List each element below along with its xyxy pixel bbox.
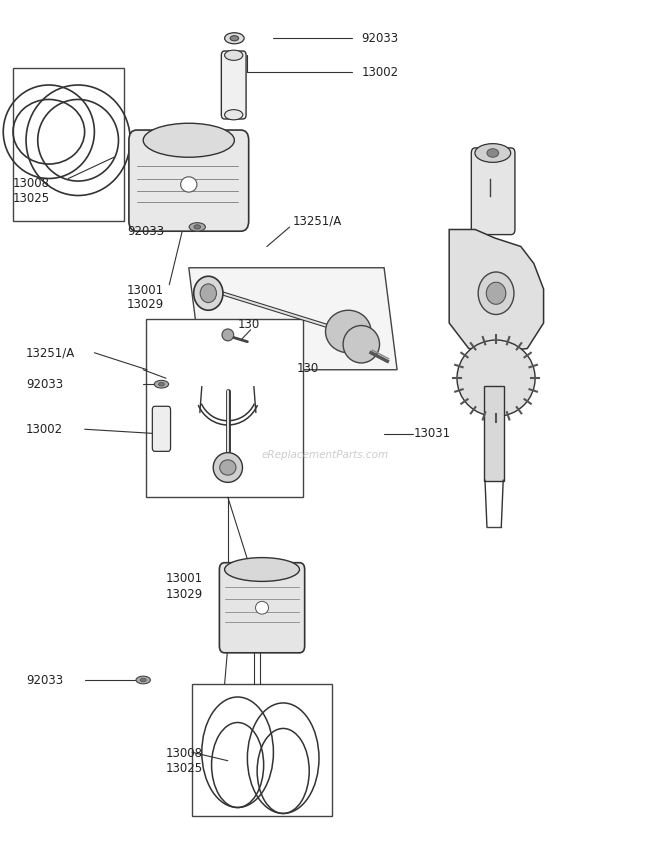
Ellipse shape	[143, 123, 234, 157]
Ellipse shape	[326, 310, 371, 353]
FancyBboxPatch shape	[152, 406, 171, 451]
Ellipse shape	[487, 149, 499, 157]
Ellipse shape	[225, 50, 243, 60]
FancyBboxPatch shape	[219, 563, 305, 653]
Ellipse shape	[141, 678, 146, 682]
Ellipse shape	[194, 276, 223, 310]
Ellipse shape	[343, 326, 380, 363]
Text: 92033: 92033	[127, 224, 164, 238]
PathPatch shape	[449, 230, 544, 353]
Text: 13251/A: 13251/A	[26, 346, 76, 360]
FancyBboxPatch shape	[192, 684, 332, 816]
Text: 13001
13029: 13001 13029	[127, 284, 164, 311]
Ellipse shape	[181, 177, 197, 192]
Ellipse shape	[457, 340, 535, 416]
FancyBboxPatch shape	[129, 130, 249, 231]
Text: 13001
13029: 13001 13029	[166, 573, 203, 600]
Text: 13002: 13002	[361, 65, 398, 79]
Text: 130: 130	[296, 361, 318, 375]
FancyBboxPatch shape	[221, 51, 246, 119]
Text: 92033: 92033	[26, 673, 63, 687]
Ellipse shape	[201, 284, 216, 303]
Text: eReplacementParts.com: eReplacementParts.com	[262, 450, 389, 460]
Text: 13251/A: 13251/A	[293, 214, 342, 228]
Ellipse shape	[159, 382, 164, 386]
Ellipse shape	[225, 33, 244, 44]
Text: 13008
13025: 13008 13025	[166, 747, 203, 774]
Ellipse shape	[475, 144, 510, 162]
Text: 13002: 13002	[26, 422, 63, 436]
Ellipse shape	[225, 110, 243, 120]
Ellipse shape	[230, 36, 238, 41]
FancyBboxPatch shape	[13, 68, 124, 221]
Text: 130: 130	[238, 318, 260, 332]
Ellipse shape	[194, 225, 201, 230]
Polygon shape	[189, 268, 397, 370]
Ellipse shape	[213, 452, 242, 483]
Text: 92033: 92033	[26, 377, 63, 391]
FancyBboxPatch shape	[484, 386, 504, 481]
Text: 92033: 92033	[361, 31, 398, 45]
FancyBboxPatch shape	[146, 319, 303, 497]
Ellipse shape	[136, 677, 150, 683]
Ellipse shape	[219, 460, 236, 475]
Ellipse shape	[189, 223, 205, 231]
Ellipse shape	[222, 329, 234, 341]
Ellipse shape	[256, 602, 269, 614]
Text: 13031: 13031	[413, 427, 450, 440]
Ellipse shape	[154, 381, 169, 388]
Ellipse shape	[486, 282, 506, 304]
Text: 13008
13025: 13008 13025	[13, 178, 50, 205]
Ellipse shape	[225, 558, 299, 581]
Ellipse shape	[478, 272, 514, 314]
FancyBboxPatch shape	[471, 148, 515, 235]
